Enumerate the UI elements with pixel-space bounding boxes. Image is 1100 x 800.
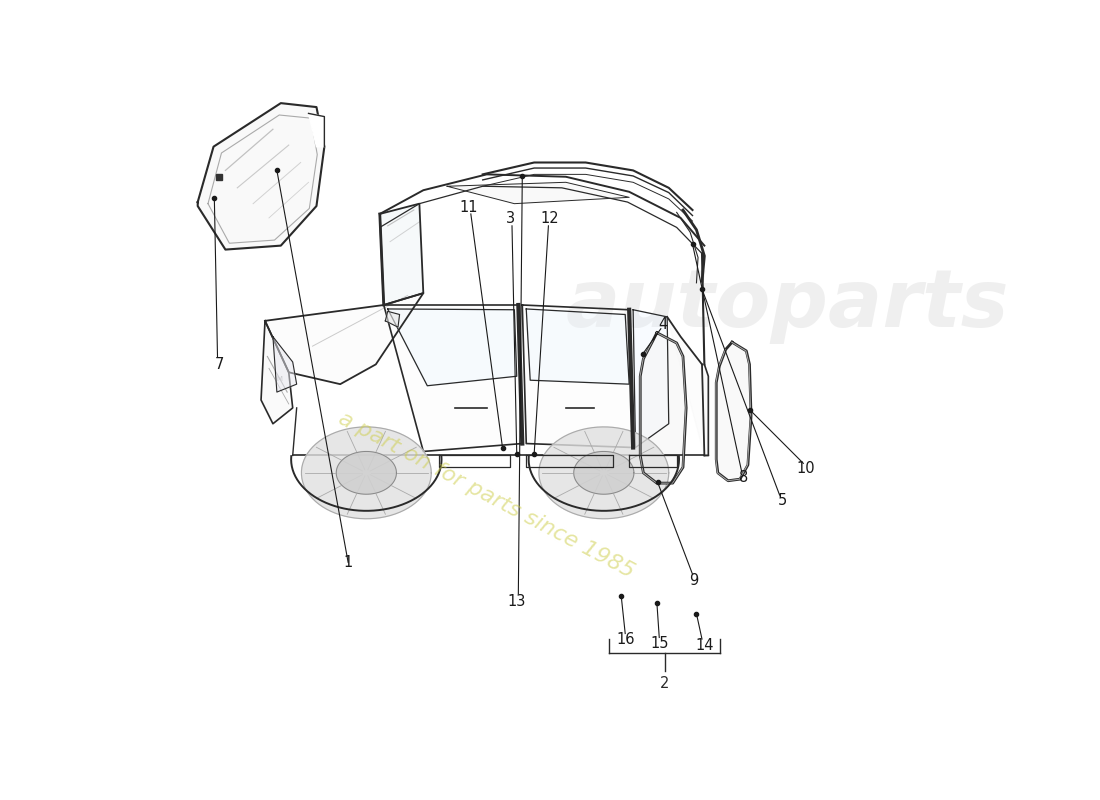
Text: 4: 4 xyxy=(659,318,668,332)
Polygon shape xyxy=(384,305,522,451)
Polygon shape xyxy=(522,305,634,447)
Polygon shape xyxy=(273,337,297,392)
Polygon shape xyxy=(526,309,629,384)
Polygon shape xyxy=(539,427,669,518)
Polygon shape xyxy=(640,333,686,483)
Polygon shape xyxy=(668,317,704,455)
Polygon shape xyxy=(447,182,629,204)
Polygon shape xyxy=(308,114,324,146)
Polygon shape xyxy=(261,321,293,424)
Polygon shape xyxy=(716,342,751,481)
Text: autoparts: autoparts xyxy=(565,266,1010,344)
Polygon shape xyxy=(634,310,669,447)
Polygon shape xyxy=(574,451,634,494)
Text: 15: 15 xyxy=(650,636,669,651)
Text: 5: 5 xyxy=(778,493,786,508)
Text: 9: 9 xyxy=(690,573,698,588)
Polygon shape xyxy=(198,103,324,250)
Text: 11: 11 xyxy=(459,200,477,215)
Text: M: M xyxy=(276,376,283,382)
Text: 7: 7 xyxy=(214,357,223,372)
Text: 3: 3 xyxy=(506,211,515,226)
Text: 13: 13 xyxy=(507,594,526,610)
Text: 16: 16 xyxy=(616,632,635,647)
Polygon shape xyxy=(301,427,431,518)
Text: 2: 2 xyxy=(660,676,670,691)
Polygon shape xyxy=(704,364,708,455)
Polygon shape xyxy=(265,293,424,384)
Text: 8: 8 xyxy=(739,470,749,485)
Text: 14: 14 xyxy=(695,638,714,653)
Text: a part on for parts since 1985: a part on for parts since 1985 xyxy=(336,408,638,582)
Polygon shape xyxy=(337,451,396,494)
Polygon shape xyxy=(379,204,424,305)
Polygon shape xyxy=(387,309,517,386)
Text: 1: 1 xyxy=(343,554,353,570)
Text: 10: 10 xyxy=(796,462,815,476)
Text: 12: 12 xyxy=(541,211,559,226)
Polygon shape xyxy=(385,311,399,327)
